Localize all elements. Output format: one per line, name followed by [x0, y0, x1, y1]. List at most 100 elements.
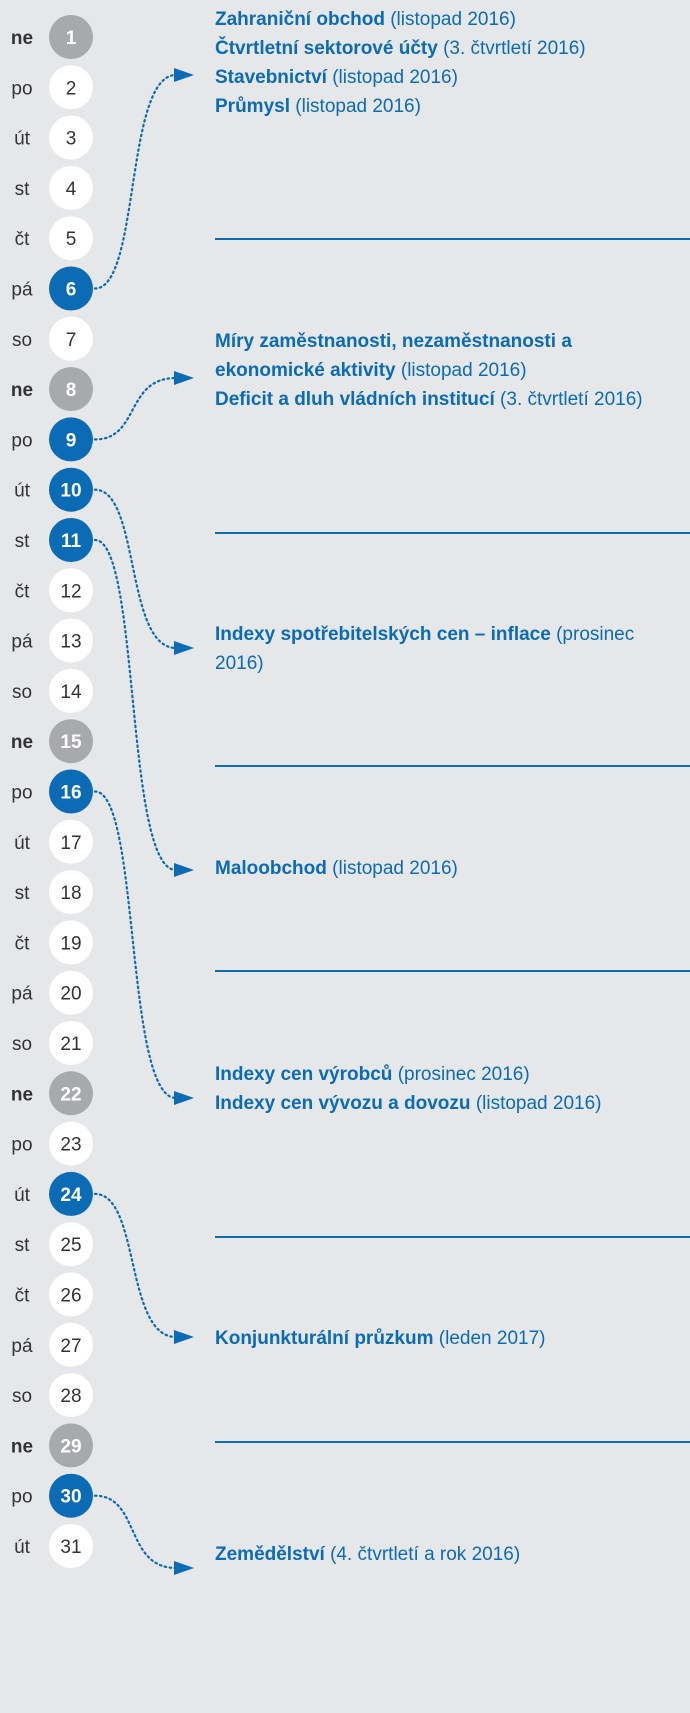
- day-number: 12: [60, 581, 81, 602]
- day-circle: [49, 216, 93, 261]
- weekday: út: [14, 1537, 31, 1558]
- release-name: Indexy cen vývozu a dovozu: [215, 1093, 471, 1114]
- weekday: st: [15, 883, 31, 904]
- separator: [215, 765, 690, 767]
- arrow-head: [174, 1561, 194, 1575]
- day-circle: [49, 518, 93, 562]
- separator: [215, 1441, 690, 1443]
- weekday: st: [15, 531, 31, 552]
- weekday: st: [15, 179, 31, 200]
- day-number: 8: [66, 380, 77, 401]
- arrow-head: [174, 371, 194, 385]
- weekday: po: [11, 1135, 32, 1156]
- link-arrow: [93, 376, 178, 441]
- day-circle: [49, 1373, 93, 1418]
- day-circle: [49, 769, 93, 814]
- day-number: 15: [60, 732, 82, 753]
- weekday: po: [11, 78, 32, 99]
- day-number: 18: [60, 883, 81, 904]
- day-circle: [49, 970, 93, 1015]
- arrow-head: [174, 68, 194, 82]
- weekday: út: [14, 1185, 31, 1206]
- day-circle: [49, 1071, 93, 1116]
- release-item: Indexy spotřebitelských cen – inflace (p…: [215, 620, 645, 678]
- weekday: ne: [11, 732, 33, 753]
- weekday: pá: [11, 984, 33, 1005]
- day-number: 16: [60, 783, 81, 804]
- release-period: (listopad 2016): [400, 360, 527, 381]
- release-block: Zemědělství (4. čtvrtletí a rok 2016): [215, 1540, 645, 1569]
- day-circle: [49, 719, 93, 764]
- weekday: út: [14, 129, 31, 150]
- arrow-head: [174, 1091, 194, 1105]
- arrow-head: [174, 1330, 194, 1344]
- day-number: 24: [60, 1185, 82, 1206]
- release-period: (listopad 2016): [332, 67, 458, 88]
- weekday: pá: [11, 280, 33, 301]
- weekday: ne: [11, 28, 33, 49]
- weekday: ne: [11, 1436, 33, 1457]
- weekday: so: [12, 682, 32, 703]
- weekday: ne: [11, 1084, 33, 1105]
- weekday: út: [14, 481, 31, 502]
- weekday: út: [14, 833, 31, 854]
- day-number: 21: [60, 1034, 81, 1055]
- weekday: čt: [15, 1286, 31, 1307]
- release-period: (prosinec 2016): [397, 1064, 530, 1085]
- release-item: Indexy cen vývozu a dovozu (listopad 201…: [215, 1089, 645, 1118]
- day-circle: [49, 316, 93, 361]
- release-item: Stavebnictví (listopad 2016): [215, 63, 645, 92]
- day-circle: [49, 115, 93, 160]
- day-number: 6: [66, 280, 77, 301]
- day-circle: [49, 1473, 93, 1518]
- release-period: (listopad 2016): [332, 858, 458, 879]
- weekday: so: [12, 1034, 32, 1055]
- day-number: 5: [66, 229, 77, 250]
- day-number: 19: [60, 933, 81, 954]
- day-number: 26: [60, 1286, 81, 1307]
- release-name: Deficit a dluh vládních institucí: [215, 389, 495, 410]
- day-circle: [49, 65, 93, 110]
- release-period: (3. čtvrtletí 2016): [500, 389, 643, 410]
- day-number: 14: [60, 682, 82, 703]
- release-item: Zahraniční obchod (listopad 2016): [215, 5, 645, 34]
- day-number: 29: [60, 1436, 81, 1457]
- day-circle: [49, 920, 93, 965]
- day-number: 27: [60, 1336, 81, 1357]
- day-number: 2: [66, 78, 77, 99]
- day-number: 11: [61, 531, 82, 552]
- release-block: Indexy cen výrobců (prosinec 2016) Indexy…: [215, 1060, 645, 1118]
- release-name: Průmysl: [215, 96, 290, 117]
- release-item: Míry zaměstnanosti, nezaměstnanosti a ek…: [215, 327, 645, 385]
- day-circle: [49, 870, 93, 915]
- release-item: Čtvrtletní sektorové účty (3. čtvrtletí …: [215, 34, 645, 63]
- day-circle: [49, 819, 93, 864]
- separator: [215, 532, 690, 534]
- day-circle: [49, 1322, 93, 1367]
- release-item: Indexy cen výrobců (prosinec 2016): [215, 1060, 645, 1089]
- weekday: pá: [11, 632, 33, 653]
- release-block: Míry zaměstnanosti, nezaměstnanosti a ek…: [215, 327, 645, 414]
- separator: [215, 238, 690, 240]
- release-period: (listopad 2016): [475, 1093, 602, 1114]
- day-circle: [49, 266, 93, 311]
- link-arrow: [93, 790, 178, 1100]
- weekday: čt: [15, 581, 31, 602]
- day-number: 3: [66, 129, 77, 150]
- separator: [215, 1236, 690, 1238]
- day-number: 23: [60, 1135, 81, 1156]
- day-number: 13: [60, 632, 81, 653]
- weekday: čt: [15, 229, 31, 250]
- separator: [215, 970, 690, 972]
- release-period: (prosinec 2016): [215, 624, 635, 674]
- weekday: ne: [11, 380, 33, 401]
- day-number: 4: [66, 179, 77, 200]
- release-block: Maloobchod (listopad 2016): [215, 854, 645, 883]
- day-circle: [49, 367, 93, 412]
- weekday: so: [12, 330, 32, 351]
- day-circle: [49, 417, 93, 462]
- release-period: (listopad 2016): [295, 96, 421, 117]
- day-number: 9: [66, 430, 77, 451]
- weekday: po: [11, 783, 32, 804]
